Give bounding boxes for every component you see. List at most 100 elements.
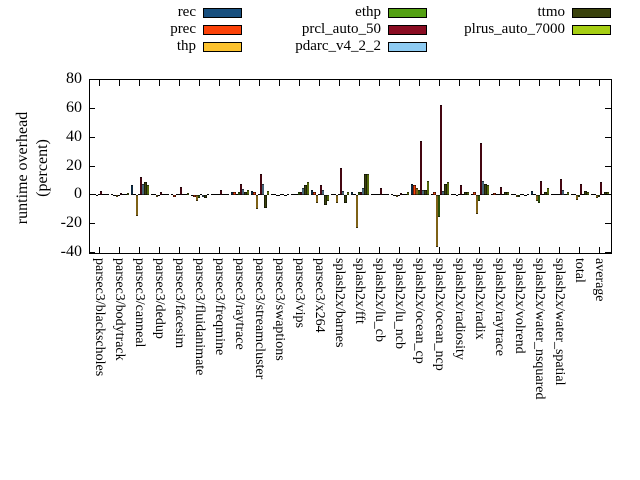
bar-thp-parsec3/vips: [295, 193, 298, 196]
bar-ethp-parsec3/canneal: [137, 193, 140, 196]
y-tick-mark: [89, 165, 95, 167]
bar-ethp-parsec3/vips: [297, 192, 300, 196]
x-tick-mark: [259, 247, 260, 253]
x-tick-mark: [139, 80, 140, 86]
bar-ttmo-splash2x/ocean_cp: [424, 189, 427, 196]
bar-prcl_auto_50-splash2x/radiosity: [460, 185, 463, 196]
bar-ethp-parsec3/blackscholes: [97, 194, 100, 196]
y-tick-mark: [89, 136, 95, 138]
bar-thp-splash2x/water_spatial: [555, 194, 558, 196]
bar-prcl_auto_50-parsec3/x264: [320, 185, 323, 196]
bar-ttmo-average: [604, 192, 607, 196]
y-tick-label: -20: [60, 214, 82, 232]
bar-prec-parsec3/raytrace: [233, 192, 236, 196]
x-tick-mark: [559, 247, 560, 253]
bar-ttmo-splash2x/raytrace: [504, 192, 507, 196]
bar-ttmo-parsec3/fluidanimate: [204, 195, 207, 199]
bar-prcl_auto_50-parsec3/raytrace: [240, 183, 243, 196]
bar-rec-splash2x/radix: [471, 193, 474, 196]
bar-prcl_auto_50-total: [580, 183, 583, 196]
bar-thp-splash2x/barnes: [335, 195, 338, 204]
bar-pdarc_v4_2_2-splash2x/lu_cb: [382, 193, 385, 196]
x-tick-mark: [439, 247, 440, 253]
bar-thp-splash2x/fft: [355, 195, 358, 229]
bar-prec-parsec3/streamcluster: [253, 192, 256, 196]
bar-prec-parsec3/swaptions: [273, 194, 276, 196]
bar-thp-parsec3/swaptions: [275, 195, 278, 197]
x-tick-label: parsec3/vips: [292, 258, 307, 328]
bar-ethp-parsec3/dedup: [157, 195, 160, 197]
bar-rec-parsec3/vips: [291, 194, 294, 196]
x-tick-label: parsec3/freqmine: [212, 258, 227, 356]
bar-thp-splash2x/radiosity: [455, 195, 458, 197]
y-tick-label: 80: [66, 70, 82, 87]
bar-ttmo-parsec3/bodytrack: [124, 194, 127, 196]
bar-prcl_auto_50-average: [600, 182, 603, 196]
bar-ttmo-parsec3/canneal: [144, 182, 147, 196]
y-tick-mark: [605, 107, 611, 109]
bar-prcl_auto_50-parsec3/freqmine: [220, 190, 223, 196]
x-tick-mark: [219, 80, 220, 86]
bar-pdarc_v4_2_2-parsec3/fluidanimate: [202, 195, 205, 198]
legend-label-rec: rec: [177, 4, 196, 20]
bar-rec-parsec3/swaptions: [271, 194, 274, 196]
bar-ethp-splash2x/radiosity: [457, 193, 460, 196]
legend-entry-ethp: ethp: [250, 4, 427, 21]
bar-prec-splash2x/raytrace: [493, 193, 496, 196]
bar-plrus_auto_7000-splash2x/lu_cb: [386, 193, 389, 196]
bar-ethp-splash2x/volrend: [517, 195, 520, 197]
bar-pdarc_v4_2_2-splash2x/ocean_cp: [422, 189, 425, 196]
bar-thp-parsec3/streamcluster: [255, 195, 258, 210]
x-tick-label: splash2x/volrend: [512, 258, 527, 354]
bar-prcl_auto_50-splash2x/lu_ncb: [400, 193, 403, 196]
x-tick-label: splash2x/ocean_cp: [412, 258, 427, 364]
x-tick-label: total: [572, 258, 587, 283]
bar-prec-splash2x/radix: [473, 192, 476, 196]
bar-prec-splash2x/water_nsquared: [533, 193, 536, 196]
bar-ethp-splash2x/water_spatial: [557, 193, 560, 196]
bar-pdarc_v4_2_2-splash2x/radiosity: [462, 193, 465, 196]
legend-column: rec prec thp: [0, 4, 242, 55]
x-tick-mark: [319, 247, 320, 253]
bar-prec-splash2x/radiosity: [453, 194, 456, 196]
bar-plrus_auto_7000-splash2x/ocean_ncp: [446, 182, 449, 196]
x-tick-mark: [119, 80, 120, 86]
x-tick-mark: [159, 80, 160, 86]
bar-rec-splash2x/ocean_cp: [411, 183, 414, 196]
legend-entry-ttmo: ttmo: [430, 4, 611, 21]
x-tick-mark: [319, 80, 320, 86]
x-tick-mark: [579, 247, 580, 253]
x-tick-mark: [279, 247, 280, 253]
legend-entry-plrus_auto_7000: plrus_auto_7000: [430, 21, 611, 38]
legend-entry-rec: rec: [0, 4, 242, 21]
bar-pdarc_v4_2_2-parsec3/freqmine: [222, 194, 225, 196]
bar-plrus_auto_7000-splash2x/ocean_cp: [426, 180, 429, 196]
bar-rec-parsec3/streamcluster: [251, 191, 254, 196]
bar-pdarc_v4_2_2-parsec3/facesim: [182, 194, 185, 196]
x-tick-label: splash2x/fft: [352, 258, 367, 324]
x-tick-label: splash2x/ocean_ncp: [432, 258, 447, 371]
bar-thp-parsec3/x264: [315, 195, 318, 204]
bar-prec-splash2x/lu_cb: [373, 194, 376, 196]
bar-prcl_auto_50-parsec3/blackscholes: [100, 191, 103, 196]
x-tick-mark: [139, 247, 140, 253]
bar-plrus_auto_7000-splash2x/lu_ncb: [406, 192, 409, 196]
bar-ttmo-parsec3/freqmine: [224, 194, 227, 196]
y-tick-mark: [605, 194, 611, 196]
legend-label-ttmo: ttmo: [537, 4, 565, 20]
x-tick-mark: [399, 247, 400, 253]
x-tick-mark: [239, 247, 240, 253]
bar-prcl_auto_50-parsec3/bodytrack: [120, 193, 123, 196]
x-tick-mark: [259, 80, 260, 86]
legend-swatch-rec: [203, 7, 242, 18]
bar-plrus_auto_7000-splash2x/volrend: [526, 194, 529, 196]
y-tick-mark: [89, 223, 95, 225]
bar-rec-parsec3/freqmine: [211, 193, 214, 196]
bar-thp-splash2x/radix: [475, 195, 478, 215]
bar-ethp-parsec3/x264: [317, 193, 320, 196]
bar-ttmo-parsec3/facesim: [184, 193, 187, 196]
y-tick-label: 40: [66, 127, 82, 145]
y-axis-title-line1: runtime overhead: [14, 111, 31, 225]
bar-pdarc_v4_2_2-splash2x/barnes: [342, 191, 345, 196]
